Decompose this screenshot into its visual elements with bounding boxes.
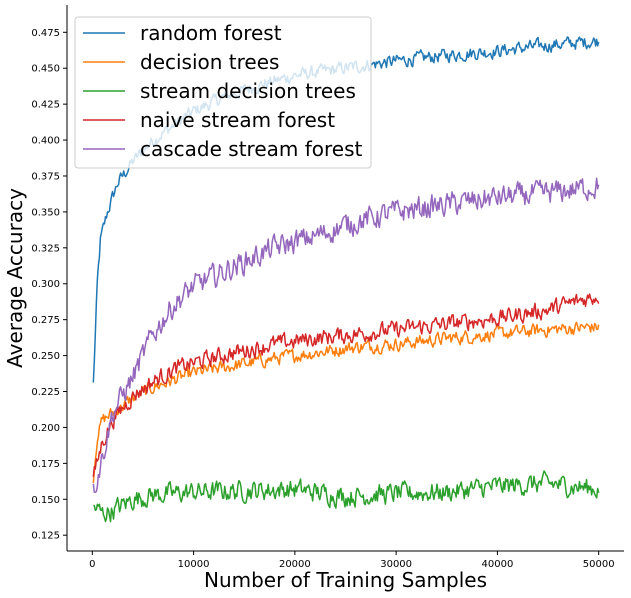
series-line-stream-decision-trees [93,470,600,523]
y-tick-label: 0.225 [31,387,60,398]
y-tick-label: 0.375 [31,171,60,182]
x-tick-label: 50000 [583,559,615,570]
x-tick-label: 10000 [178,559,210,570]
x-tick-label: 30000 [380,559,412,570]
y-tick-label: 0.425 [31,100,60,111]
axes: 0 10000 20000 30000 40000 50000 0.1250.1500.1… [31,5,624,570]
legend-label: cascade stream forest [140,137,363,161]
y-tick-label: 0.300 [31,279,60,290]
legend: random forest decision trees stream decisi… [74,16,372,169]
legend-item: decision trees [83,50,279,74]
x-tick-label: 40000 [482,559,514,570]
legend-label: naive stream forest [140,108,335,132]
legend-frame [74,16,372,169]
legend-item: stream decision trees [83,79,356,103]
y-tick-label: 0.325 [31,243,60,254]
y-tick-label: 0.475 [31,28,60,39]
y-tick-label: 0.125 [31,531,60,542]
y-tick-label: 0.450 [31,64,60,75]
y-tick-label: 0.275 [31,315,60,326]
legend-item: random forest [83,21,282,45]
y-tick-label: 0.150 [31,495,60,506]
legend-label: random forest [140,21,282,45]
y-tick-label: 0.175 [31,459,60,470]
y-axis-ticks: 0.125 0.150 0.175 0.200 0.225 0.250 0.275 0.300… [31,28,67,542]
y-tick-label: 0.200 [31,423,60,434]
y-axis-title: Average Accuracy [3,188,27,368]
x-tick-label: 0 [89,559,95,570]
series-line-naive-stream-forest [92,293,600,477]
x-axis-title: Number of Training Samples [204,568,487,592]
x-axis-ticks: 0 10000 20000 30000 40000 50000 [89,551,615,570]
x-tick-label: 20000 [279,559,311,570]
legend-item: cascade stream forest [83,137,363,161]
y-tick-label: 0.350 [31,207,60,218]
legend-item: naive stream forest [83,108,335,132]
series-line-cascade-stream-forest [92,177,600,493]
y-tick-label: 0.250 [31,351,60,362]
legend-label: decision trees [140,50,279,74]
series-line-decision-trees [92,321,600,484]
y-tick-label: 0.400 [31,136,60,147]
legend-label: stream decision trees [140,79,356,103]
